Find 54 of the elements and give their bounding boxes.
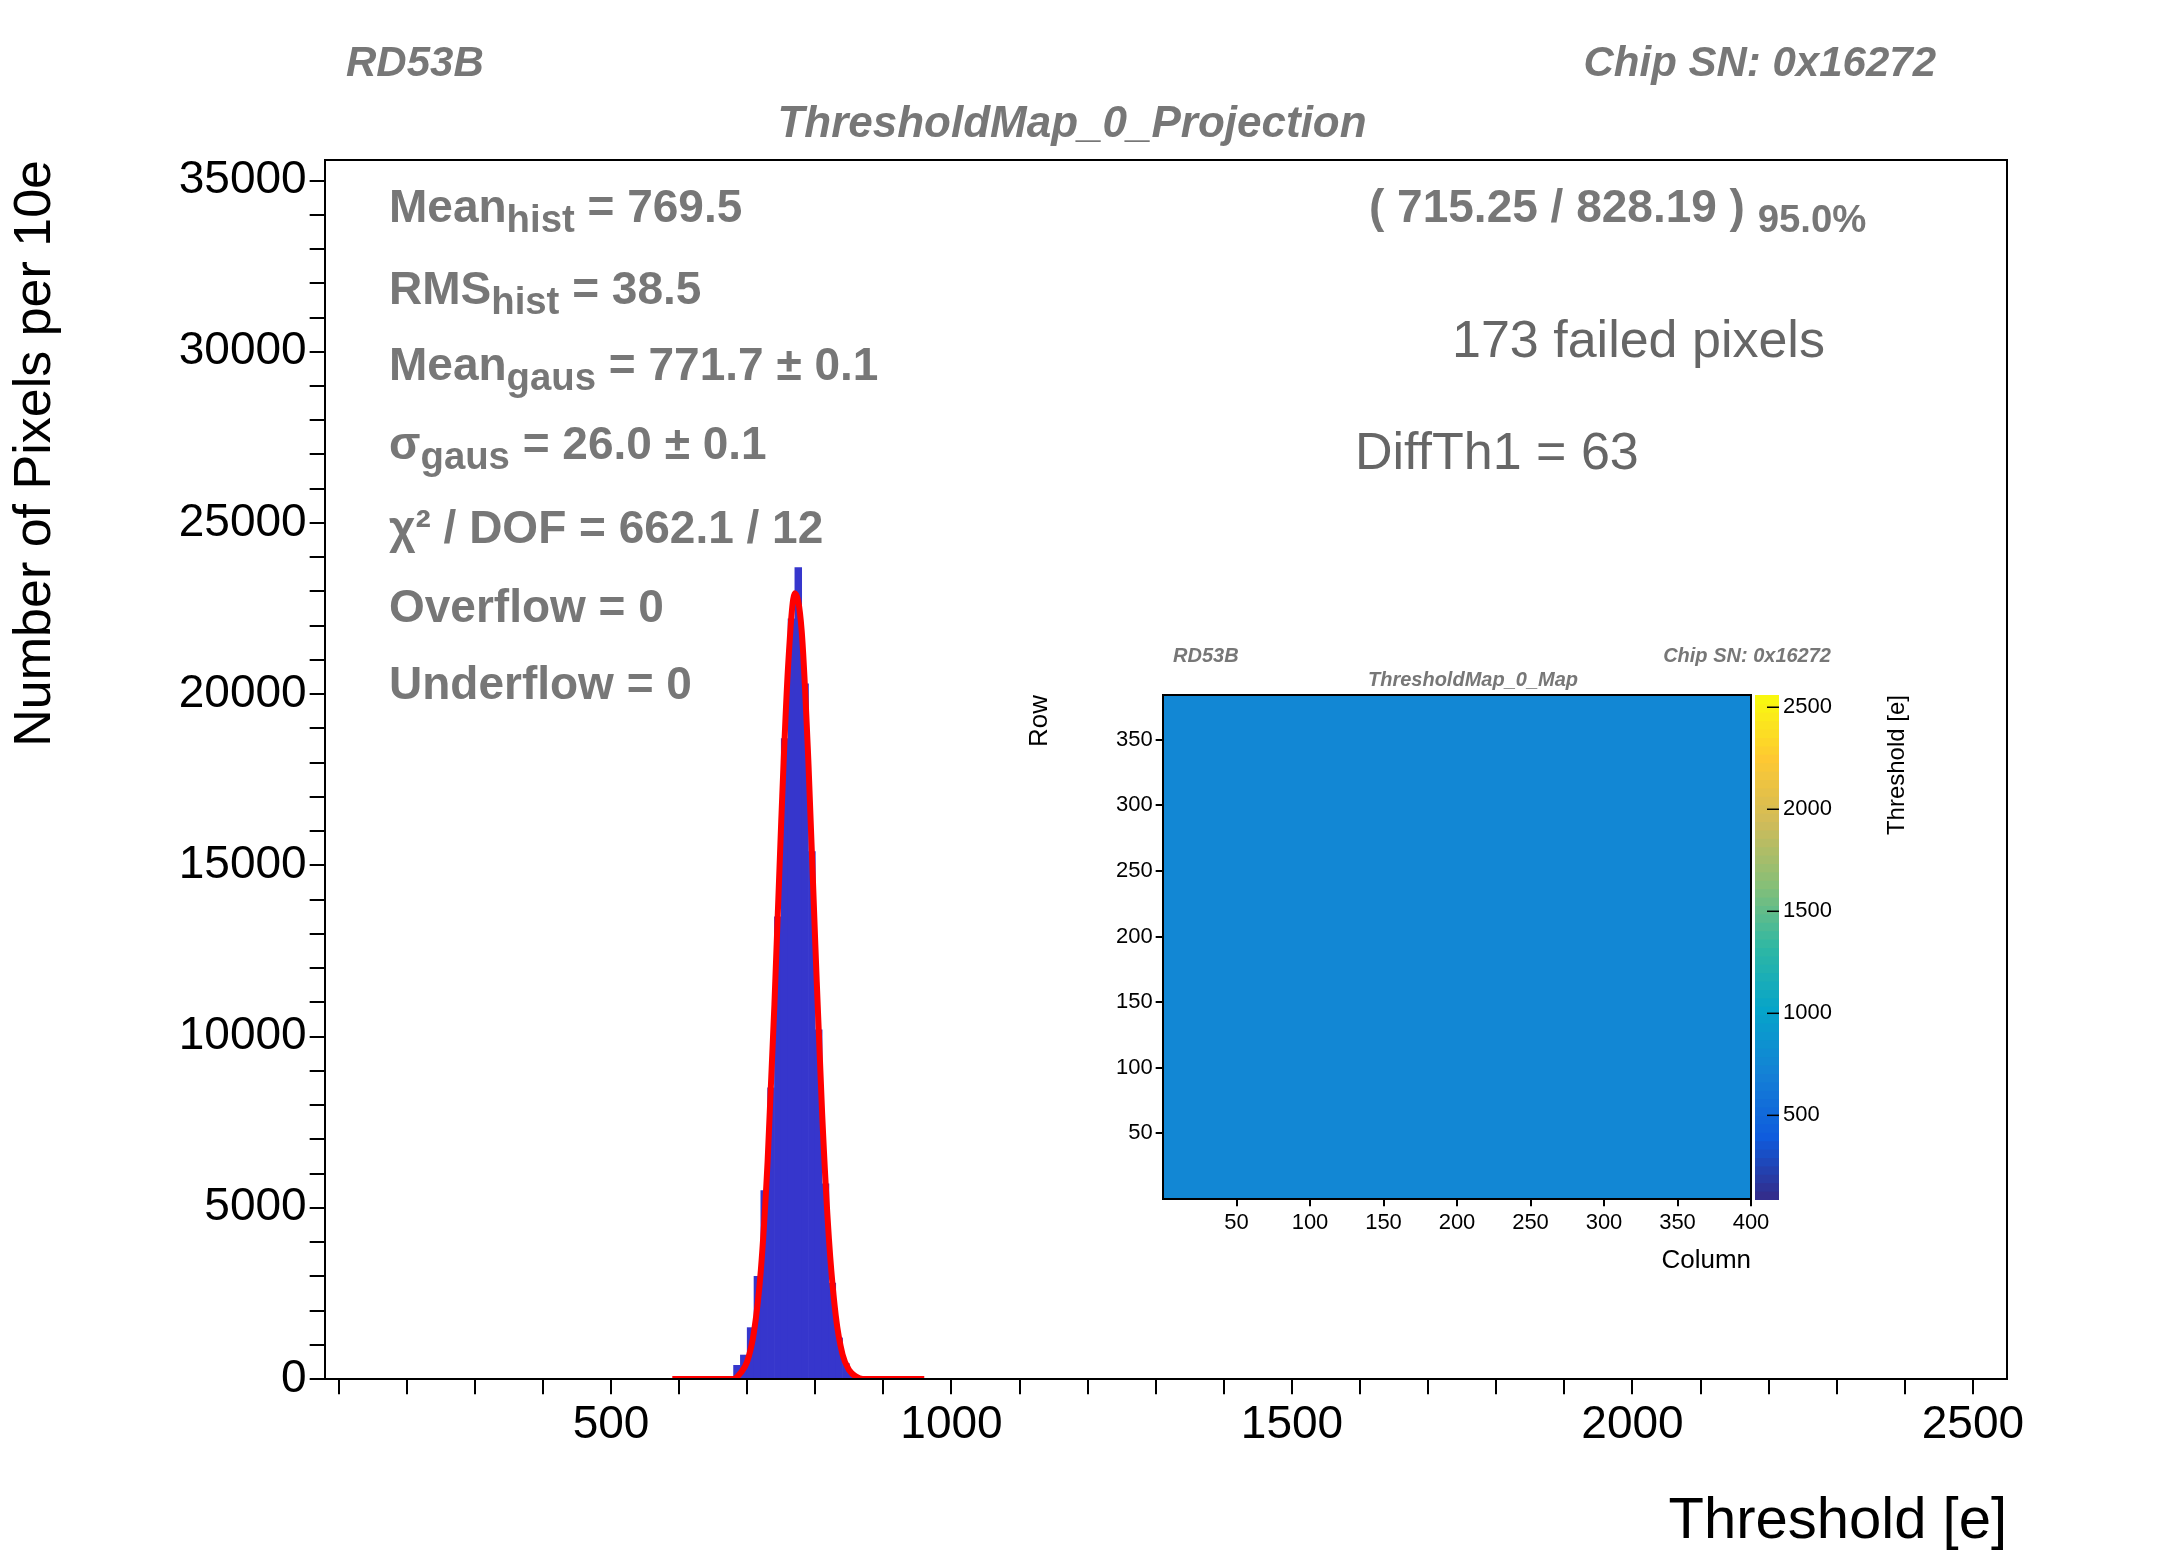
y-tick-label: 50 (1128, 1119, 1153, 1145)
x-axis-title: Threshold [e] (1668, 1485, 2007, 1551)
x-tick-label: 1500 (1240, 1395, 1344, 1448)
annotation: RMS$_{hist}$ = 38.5 (389, 260, 702, 324)
y-tick-label: 0 (281, 1349, 307, 1402)
annotation: 173 failed pixels (1452, 309, 1825, 369)
y-tick-label: 30000 (178, 322, 307, 375)
x-tick-label: 300 (1585, 1208, 1623, 1234)
text: RD53B (346, 38, 484, 86)
annotation: χ² / DOF = 662.1 / 12 (389, 500, 824, 554)
y-tick-label: 300 (1115, 791, 1153, 817)
y-tick-label: 150 (1115, 988, 1153, 1014)
x-axis-title: Column (1661, 1243, 1751, 1274)
x-tick-label: 350 (1659, 1208, 1696, 1234)
color-bar-label: 2000 (1783, 795, 1832, 821)
y-tick-label: 200 (1115, 922, 1153, 948)
x-tick-label: 500 (572, 1395, 650, 1448)
annotation: σ$_{gaus}$ = 26.0 ± 0.1 (389, 415, 767, 479)
x-tick-label: 2000 (1581, 1395, 1684, 1448)
annotation: ( 715.25 / 828.19 ) $_{95.0%}$ (1369, 178, 1867, 242)
chart-title: ThresholdMap_0_Map (1367, 667, 1579, 691)
color-bar-label: 1500 (1783, 897, 1832, 923)
y-axis-title: Row (1022, 694, 1053, 748)
x-tick-label: 2500 (1921, 1395, 2025, 1448)
y-tick-label: 100 (1115, 1053, 1153, 1079)
x-tick-label: 400 (1732, 1208, 1770, 1234)
color-bar-label: 500 (1783, 1101, 1820, 1127)
y-tick-label: 250 (1115, 856, 1153, 882)
y-tick-label: 350 (1115, 725, 1153, 751)
y-tick-label: 15000 (178, 836, 307, 889)
y-tick-label: 20000 (178, 664, 307, 717)
color-bar-label: 1000 (1783, 999, 1832, 1025)
color-bar-title: Threshold [e] (1881, 695, 1909, 836)
x-tick-label: 50 (1224, 1208, 1249, 1234)
y-tick-label: 35000 (178, 151, 307, 204)
annotation: DiffTh1 = 63 (1355, 421, 1639, 481)
y-tick-label: 25000 (178, 493, 307, 546)
color-bar-label: 2500 (1783, 693, 1832, 719)
x-tick-label: 250 (1512, 1208, 1549, 1234)
annotation: Overflow = 0 (389, 579, 664, 633)
y-axis-title: Number of Pixels per 10e (2, 160, 61, 747)
x-tick-label: 100 (1291, 1208, 1329, 1234)
text: Chip SN: 0x16272 (1583, 38, 1936, 86)
x-tick-label: 150 (1365, 1208, 1402, 1234)
x-tick-label: 1000 (900, 1395, 1003, 1448)
annotation: Underflow = 0 (389, 656, 692, 710)
annotation: Mean$_{gaus}$ = 771.7 ± 0.1 (389, 336, 879, 400)
chart-title: ThresholdMap_0_Projection (777, 97, 1367, 147)
x-tick-label: 200 (1438, 1208, 1476, 1234)
y-tick-label: 5000 (204, 1178, 307, 1231)
annotation: RD53B (1173, 643, 1239, 667)
annotation: Chip SN: 0x16272 (1663, 643, 1831, 667)
annotation: Mean$_{hist}$ = 769.5 (389, 178, 743, 242)
y-tick-label: 10000 (178, 1007, 307, 1060)
